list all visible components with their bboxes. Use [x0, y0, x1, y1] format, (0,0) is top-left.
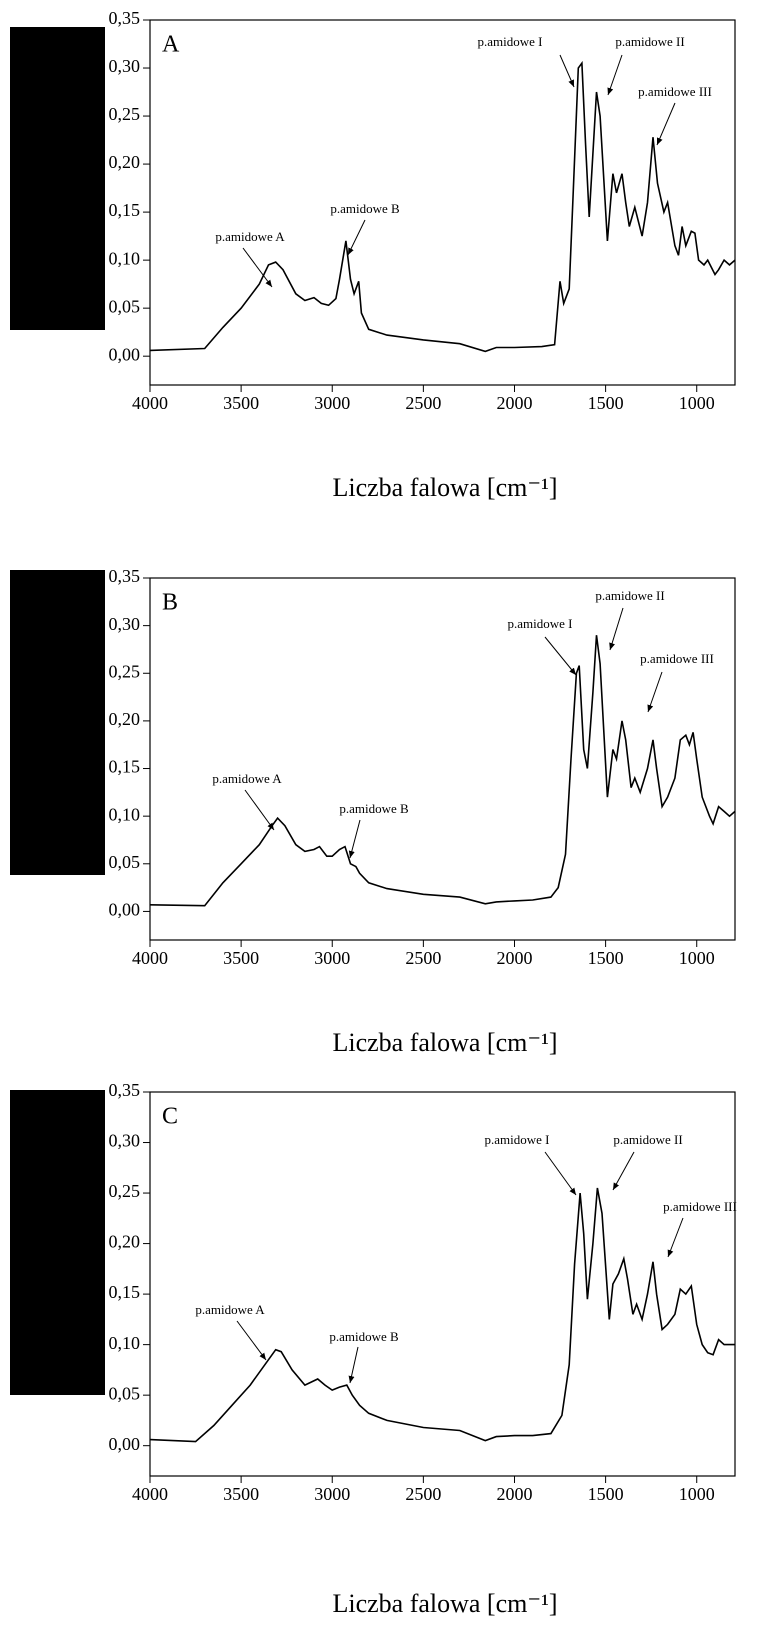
- annotation: p.amidowe I: [485, 1132, 550, 1147]
- annotation-arrow: [348, 1346, 359, 1384]
- annotation-arrow: [609, 607, 624, 651]
- annotation: p.amidowe B: [329, 1329, 399, 1344]
- annotation: p.amidowe A: [212, 771, 282, 786]
- x-axis-label: Liczba falowa [cm⁻¹]: [332, 1028, 557, 1057]
- annotation-arrow: [348, 819, 361, 859]
- annotation: p.amidowe II: [595, 588, 664, 603]
- y-tick-label: 0,35: [109, 566, 141, 586]
- annotation: p.amidowe A: [195, 1302, 265, 1317]
- y-tick-label: 0,10: [109, 1333, 141, 1353]
- y-tick-label: 0,15: [109, 200, 141, 220]
- x-tick-label: 4000: [132, 948, 168, 968]
- y-tick-label: 0,30: [109, 1131, 141, 1151]
- x-tick-label: 2500: [405, 1484, 441, 1504]
- annotation: p.amidowe III: [663, 1199, 737, 1214]
- annotation-arrow: [347, 219, 366, 256]
- spectrum-line: [149, 1187, 735, 1443]
- annotation-arrow: [647, 671, 663, 713]
- annotation: p.amidowe A: [215, 229, 285, 244]
- y-tick-label: 0,35: [109, 1080, 141, 1100]
- annotation: p.amidowe II: [613, 1132, 682, 1147]
- redaction-box: [10, 1090, 105, 1395]
- annotation: p.amidowe III: [640, 651, 714, 666]
- x-tick-label: 3000: [314, 948, 350, 968]
- x-tick-label: 2000: [496, 1484, 532, 1504]
- panel-label: C: [162, 1104, 178, 1130]
- y-tick-label: 0,20: [109, 1232, 141, 1252]
- y-tick-label: 0,15: [109, 757, 141, 777]
- annotation: p.amidowe I: [508, 616, 573, 631]
- y-tick-label: 0,25: [109, 104, 141, 124]
- annotation-arrow: [244, 789, 275, 831]
- x-tick-label: 4000: [132, 1484, 168, 1504]
- annotation-arrow: [667, 1217, 684, 1258]
- annotation: p.amidowe B: [330, 201, 400, 216]
- y-tick-label: 0,30: [109, 56, 141, 76]
- y-tick-label: 0,20: [109, 152, 141, 172]
- annotation-arrow: [607, 54, 623, 96]
- x-tick-label: 3000: [314, 393, 350, 413]
- plot-frame: [149, 19, 736, 386]
- x-tick-label: 3500: [223, 393, 259, 413]
- y-tick-label: 0,30: [109, 614, 141, 634]
- y-tick-label: 0,00: [109, 344, 141, 364]
- panel-label: A: [162, 32, 180, 58]
- annotation-arrow: [656, 102, 676, 146]
- y-tick-label: 0,00: [109, 900, 141, 920]
- spectrum-line: [149, 60, 736, 353]
- x-tick-label: 1000: [679, 393, 715, 413]
- annotation: p.amidowe II: [615, 34, 684, 49]
- x-tick-label: 3500: [223, 948, 259, 968]
- x-tick-label: 1500: [588, 1484, 624, 1504]
- annotation-arrow: [544, 1151, 577, 1196]
- annotation-arrow: [559, 54, 575, 88]
- y-tick-label: 0,35: [109, 8, 141, 28]
- x-tick-label: 3000: [314, 1484, 350, 1504]
- x-tick-label: 1000: [679, 1484, 715, 1504]
- x-axis-label: Liczba falowa [cm⁻¹]: [332, 1589, 557, 1618]
- redaction-box: [10, 27, 105, 330]
- y-tick-label: 0,15: [109, 1282, 141, 1302]
- annotation-arrow: [242, 247, 273, 288]
- x-axis-label: Liczba falowa [cm⁻¹]: [332, 473, 557, 502]
- annotation: p.amidowe B: [339, 801, 409, 816]
- y-tick-label: 0,05: [109, 296, 141, 316]
- plot-frame: [149, 577, 736, 941]
- x-tick-label: 1500: [588, 393, 624, 413]
- annotation-arrow: [544, 636, 577, 676]
- y-tick-label: 0,20: [109, 709, 141, 729]
- plot-frame: [149, 1091, 736, 1477]
- y-tick-label: 0,10: [109, 804, 141, 824]
- annotation-arrow: [612, 1151, 635, 1191]
- y-tick-label: 0,00: [109, 1434, 141, 1454]
- annotation: p.amidowe III: [638, 84, 712, 99]
- x-tick-label: 4000: [132, 393, 168, 413]
- y-tick-label: 0,05: [109, 852, 141, 872]
- y-tick-label: 0,10: [109, 248, 141, 268]
- x-tick-label: 2500: [405, 948, 441, 968]
- spectrum-line: [149, 635, 736, 907]
- panel-label: B: [162, 590, 178, 616]
- x-tick-label: 2000: [496, 393, 532, 413]
- y-tick-label: 0,25: [109, 661, 141, 681]
- x-tick-label: 1000: [679, 948, 715, 968]
- y-tick-label: 0,05: [109, 1383, 141, 1403]
- x-tick-label: 2000: [496, 948, 532, 968]
- y-tick-label: 0,25: [109, 1181, 141, 1201]
- annotation-arrow: [236, 1320, 267, 1361]
- x-tick-label: 1500: [588, 948, 624, 968]
- x-tick-label: 2500: [405, 393, 441, 413]
- redaction-box: [10, 570, 105, 875]
- annotation: p.amidowe I: [478, 34, 543, 49]
- x-tick-label: 3500: [223, 1484, 259, 1504]
